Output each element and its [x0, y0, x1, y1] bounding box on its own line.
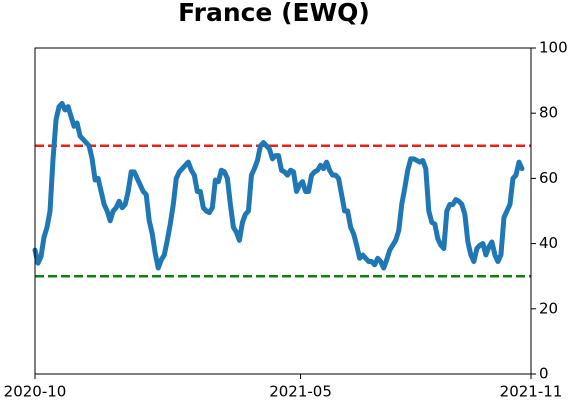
- y-tick-label: 60: [539, 169, 558, 187]
- x-tick-label: 2020-10: [4, 383, 67, 401]
- y-tick-label: 100: [539, 39, 568, 57]
- chart-title: France (EWQ): [178, 0, 370, 27]
- y-tick-label: 20: [539, 299, 558, 317]
- data-line: [32, 100, 525, 271]
- x-tick-label: 2021-11: [500, 383, 563, 401]
- plot-frame: [34, 47, 532, 375]
- y-tick-label: 0: [539, 365, 549, 383]
- y-tick-label: 40: [539, 234, 558, 252]
- x-tick-label: 2021-05: [269, 383, 332, 401]
- y-tick-label: 80: [539, 104, 558, 122]
